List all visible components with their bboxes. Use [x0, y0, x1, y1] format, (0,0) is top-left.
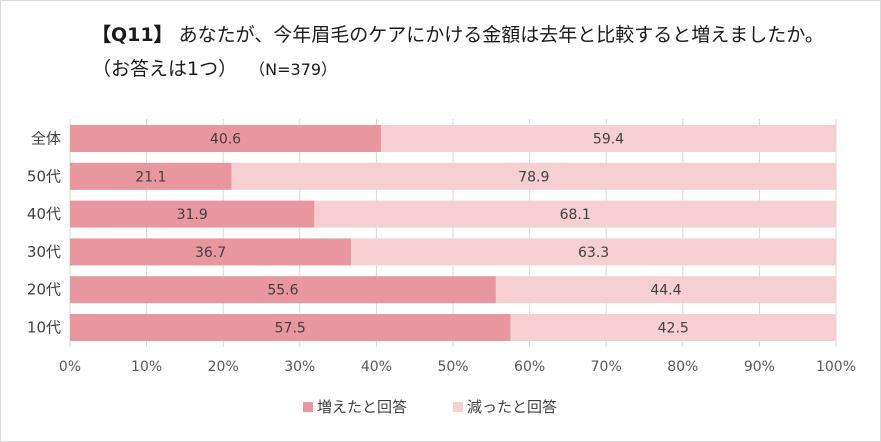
category-label: 20代	[27, 281, 61, 299]
chart-title: 【Q11】 あなたが、今年眉毛のケアにかける金額は去年と比較すると増えましたか。…	[92, 18, 832, 87]
bar-segment	[70, 314, 511, 341]
question-text: あなたが、今年眉毛のケアにかける金額は去年と比較すると増えましたか。（お答えは1…	[92, 24, 824, 80]
data-label: 59.4	[593, 132, 624, 148]
x-tick-label: 70%	[591, 359, 622, 375]
legend-label: 増えたと回答	[317, 398, 407, 416]
bar-segment	[231, 162, 837, 190]
bar-segment	[495, 276, 836, 304]
bar-segment	[351, 238, 836, 266]
legend-label: 減ったと回答	[467, 398, 557, 416]
data-label: 40.6	[210, 132, 241, 148]
data-label: 42.5	[658, 321, 689, 337]
x-tick-label: 30%	[284, 359, 315, 375]
legend-swatch	[453, 402, 463, 412]
data-label: 44.4	[650, 283, 681, 299]
x-tick-label: 60%	[514, 359, 545, 375]
category-label: 10代	[27, 319, 61, 337]
bar-segment	[70, 276, 496, 304]
bar-segment	[314, 200, 836, 228]
category-label: 50代	[27, 167, 61, 185]
data-label: 21.1	[135, 169, 166, 185]
data-label: 31.9	[177, 207, 208, 223]
legend-swatch	[303, 402, 313, 412]
data-label: 36.7	[195, 245, 226, 261]
x-tick-label: 0%	[59, 359, 81, 375]
bar-segment	[70, 238, 352, 266]
bar-segment	[70, 200, 315, 228]
x-tick-label: 100%	[816, 359, 856, 375]
x-tick-label: 40%	[361, 359, 392, 375]
bar-segment	[380, 125, 836, 152]
category-label: 30代	[27, 243, 61, 261]
x-tick-label: 80%	[667, 359, 698, 375]
category-label: 全体	[31, 130, 61, 148]
question-number: 【Q11】	[92, 24, 173, 46]
x-tick-label: 50%	[437, 359, 468, 375]
data-label: 63.3	[578, 245, 609, 261]
x-tick-label: 10%	[131, 359, 162, 375]
sample-size: （N=379）	[249, 60, 338, 79]
data-label: 68.1	[560, 207, 591, 223]
data-label: 55.6	[267, 283, 298, 299]
data-label: 57.5	[275, 321, 306, 337]
category-label: 40代	[27, 205, 61, 223]
bar-segment	[70, 125, 381, 152]
bar-segment	[70, 162, 232, 190]
bar-segment	[510, 314, 836, 341]
data-label: 78.9	[518, 169, 549, 185]
x-tick-label: 90%	[744, 359, 775, 375]
x-tick-label: 20%	[208, 359, 239, 375]
